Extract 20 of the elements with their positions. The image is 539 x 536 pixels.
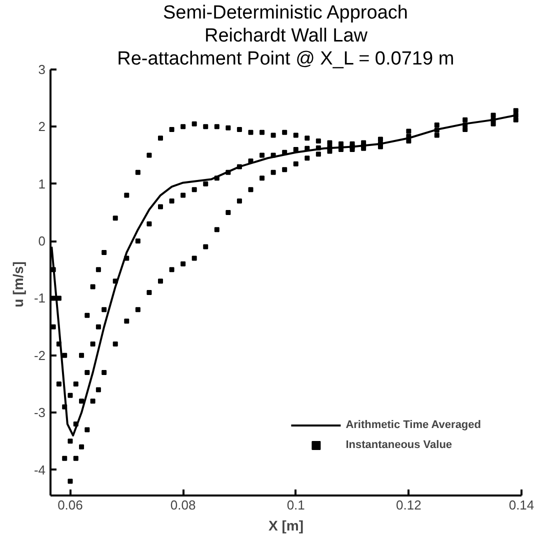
- x-tick-label: 0.1: [286, 498, 305, 512]
- annotation: Re-attachment Point @ X_L = 0.0719 m: [117, 48, 454, 70]
- y-axis-title: u [m/s]: [10, 262, 26, 308]
- x-tick-label: 0.06: [58, 498, 83, 512]
- y-tick-label: 3: [38, 62, 46, 77]
- y-tick-label: 2: [38, 119, 46, 134]
- y-tick-label: -3: [34, 405, 46, 420]
- y-tick-label: -2: [34, 348, 46, 363]
- x-tick-label: 0.12: [396, 498, 422, 512]
- x-tick-label: 0.08: [170, 498, 196, 512]
- legend-label: Instantaneous Value: [346, 439, 452, 451]
- legend-label: Arithmetic Time Averaged: [346, 419, 481, 431]
- chart-title: Semi-Deterministic Approach: [162, 2, 408, 24]
- chart-subtitle: Reichardt Wall Law: [204, 26, 368, 46]
- y-tick-label: 0: [38, 234, 46, 249]
- x-axis-title: X [m]: [268, 518, 304, 534]
- x-tick-label: 0.14: [508, 498, 534, 512]
- y-tick-label: 1: [38, 176, 46, 192]
- y-tick-label: -4: [34, 462, 46, 478]
- y-tick-label: -1: [34, 290, 46, 306]
